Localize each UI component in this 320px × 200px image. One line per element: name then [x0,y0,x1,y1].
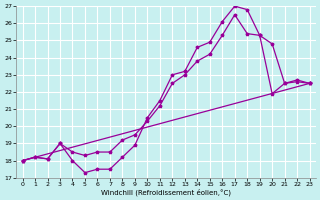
X-axis label: Windchill (Refroidissement éolien,°C): Windchill (Refroidissement éolien,°C) [101,188,231,196]
